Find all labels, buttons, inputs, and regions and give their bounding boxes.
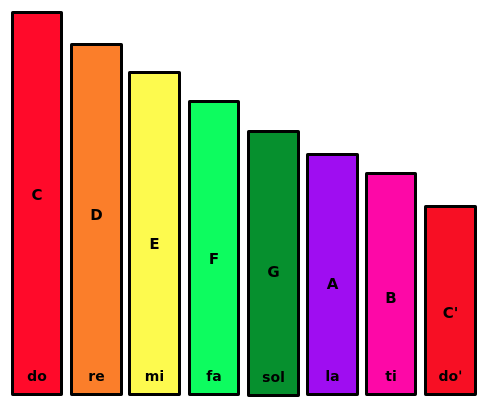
note-label: B — [385, 289, 397, 307]
solfege-label: la — [325, 369, 340, 385]
solfege-label: do — [27, 369, 47, 385]
note-label: C' — [442, 304, 459, 322]
solfege-label: do' — [438, 369, 463, 385]
note-label: A — [326, 275, 339, 293]
solfege-label: fa — [206, 369, 222, 385]
bar-e[interactable]: E mi — [128, 71, 181, 396]
bar-c-high[interactable]: C' do' — [424, 205, 477, 396]
bar-c[interactable]: C do — [11, 11, 63, 396]
bar-d[interactable]: D re — [70, 43, 123, 396]
bar-b[interactable]: B ti — [365, 172, 417, 396]
solfege-label: re — [88, 369, 105, 385]
note-label: C — [31, 186, 43, 204]
bar-a[interactable]: A la — [306, 153, 359, 396]
solfege-label: sol — [262, 370, 285, 386]
solfege-label: ti — [385, 369, 397, 385]
bar-f[interactable]: F fa — [188, 100, 240, 396]
solfege-label: mi — [144, 369, 165, 385]
note-label: G — [267, 263, 280, 281]
bar-g[interactable]: G sol — [247, 130, 300, 397]
note-label: D — [90, 206, 103, 224]
note-label: F — [208, 250, 220, 268]
note-label: E — [149, 235, 160, 253]
